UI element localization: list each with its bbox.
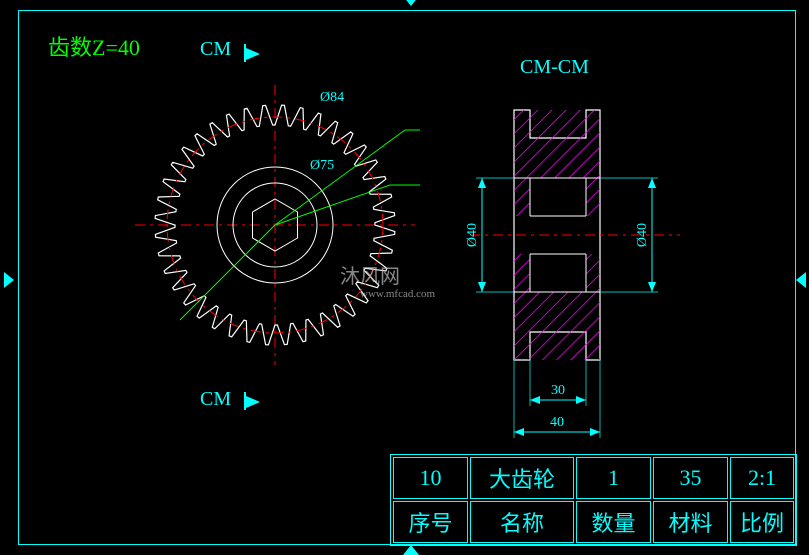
svg-text:30: 30	[551, 383, 565, 398]
tb-name-value: 大齿轮	[470, 457, 574, 499]
tooth-count-label: 齿数Z=40	[48, 30, 140, 62]
gear-section-view: Ø40Ø403040	[460, 60, 770, 420]
frame-marker-bottom	[403, 545, 419, 555]
tb-scale-header: 比例	[730, 501, 794, 543]
svg-text:40: 40	[550, 415, 564, 430]
dim-pitch-diameter: Ø75	[310, 158, 334, 174]
frame-marker-right	[796, 272, 806, 288]
section-cut-label-top: CM	[200, 38, 231, 61]
title-block-values-row: 10 大齿轮 1 35 2:1	[393, 457, 794, 499]
tb-seq-header: 序号	[393, 501, 468, 543]
frame-marker-top	[403, 0, 419, 6]
frame-marker-left	[4, 272, 14, 288]
tb-seq-value: 10	[393, 457, 468, 499]
title-block: 10 大齿轮 1 35 2:1 序号 名称 数量 材料 比例	[390, 454, 797, 546]
svg-text:Ø40: Ø40	[635, 223, 650, 247]
svg-text:Ø40: Ø40	[465, 223, 480, 247]
gear-front-view	[130, 70, 420, 380]
watermark-url: www.mfcad.com	[360, 288, 435, 300]
section-cut-label-bottom: CM	[200, 388, 231, 411]
section-arrow-top	[246, 48, 260, 60]
tb-qty-header: 数量	[576, 501, 651, 543]
dim-outer-diameter: Ø84	[320, 90, 344, 106]
tb-material-value: 35	[653, 457, 728, 499]
section-arrow-bottom	[246, 396, 260, 408]
tb-scale-value: 2:1	[730, 457, 794, 499]
title-block-headers-row: 序号 名称 数量 材料 比例	[393, 501, 794, 543]
tb-qty-value: 1	[576, 457, 651, 499]
tb-name-header: 名称	[470, 501, 574, 543]
tb-material-header: 材料	[653, 501, 728, 543]
